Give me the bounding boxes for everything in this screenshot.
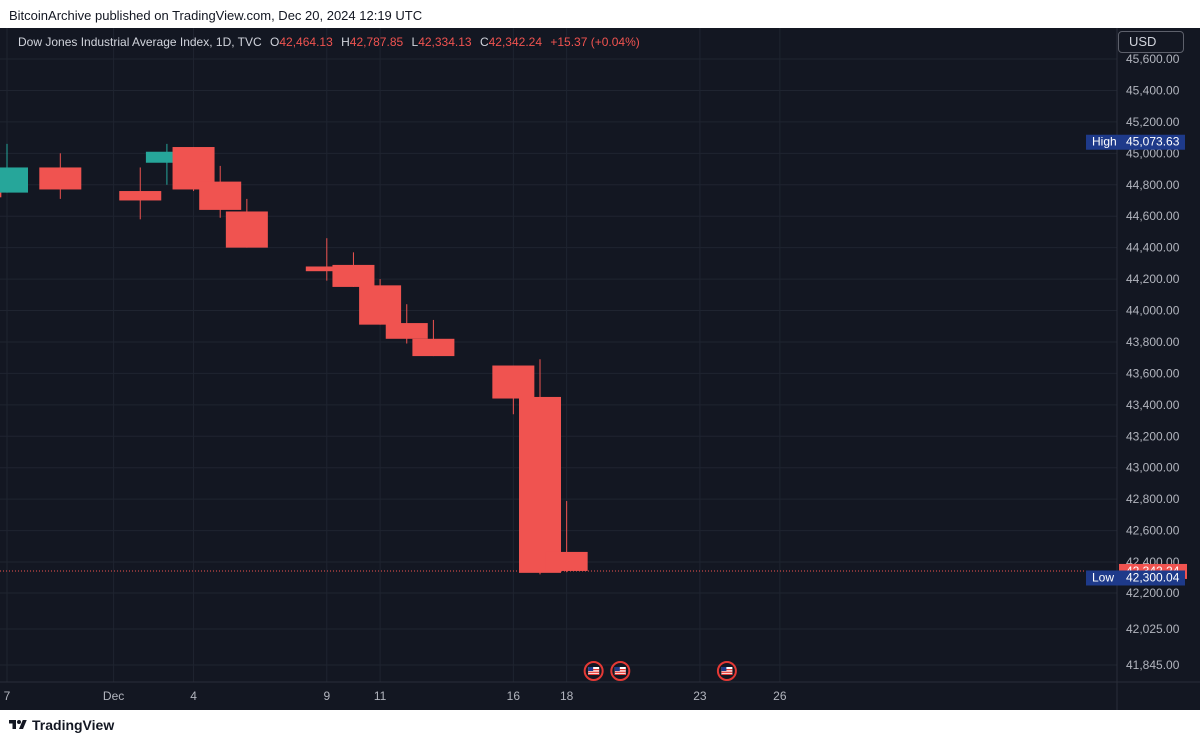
- time-axis[interactable]: 7 Dec 4 9 11 16 18 23 26: [0, 681, 1200, 703]
- x-tick-label: 11: [374, 689, 387, 703]
- price-axis[interactable]: 45,600.00 45,400.00 45,200.00 45,000.00 44,8…: [1086, 28, 1187, 710]
- candle-body: [385, 323, 428, 339]
- y-tick-label: 45,600.00: [1126, 52, 1180, 66]
- low-value: 42,334.13: [418, 35, 472, 49]
- flag-field: [588, 667, 600, 675]
- high-marker-value: 45,073.63: [1126, 135, 1180, 149]
- high-marker-tag: [1086, 134, 1185, 150]
- tradingview-logo-text: TradingView: [32, 717, 115, 733]
- change-value: +15.37 (+0.04%): [550, 35, 640, 49]
- flag-stripe: [614, 673, 626, 675]
- published-line: BitcoinArchive published on TradingView.…: [9, 8, 423, 23]
- us-flag-icon: [610, 661, 631, 681]
- y-tick-label: 43,600.00: [1126, 366, 1180, 380]
- x-tick-label: 18: [560, 689, 574, 703]
- tradingview-logo[interactable]: TradingView: [9, 716, 114, 734]
- x-tick-label: 26: [773, 689, 787, 703]
- flag-stripe: [588, 673, 600, 675]
- y-tick-label: 45,000.00: [1126, 146, 1180, 160]
- x-tick-label: Dec: [103, 689, 124, 703]
- open-key: O: [270, 35, 280, 49]
- candle-body: [492, 365, 535, 399]
- x-tick-label: 16: [507, 689, 521, 703]
- candle-body: [519, 396, 561, 573]
- y-tick-label: 44,200.00: [1126, 272, 1180, 286]
- flag-canton: [588, 667, 594, 671]
- y-tick-label: 43,200.00: [1126, 429, 1180, 443]
- flag-stripe: [614, 671, 626, 673]
- low-marker-value: 42,300.04: [1126, 570, 1180, 584]
- low-marker-text: Low: [1092, 570, 1114, 584]
- candlestick-chart[interactable]: 45,600.00 45,400.00 45,200.00 45,000.00 44,8…: [0, 28, 1200, 710]
- flag-field: [614, 667, 626, 675]
- flag-stripe: [721, 671, 733, 673]
- candle-body: [359, 285, 402, 325]
- low-marker-tag: [1086, 570, 1185, 586]
- candle-body: [119, 191, 162, 201]
- y-tick-label: 42,600.00: [1126, 524, 1180, 538]
- candle-body: [199, 181, 242, 210]
- flag-stripe: [588, 671, 600, 673]
- flag-stripe: [721, 669, 733, 671]
- y-tick-label: 44,400.00: [1126, 241, 1180, 255]
- candle-body: [332, 264, 375, 287]
- symbol-legend: Dow Jones Industrial Average Index, 1D, …: [18, 35, 640, 49]
- high-marker-text: High: [1092, 135, 1117, 149]
- footer: TradingView: [0, 710, 1200, 740]
- candle-body: [412, 338, 455, 357]
- y-tick-label: 45,400.00: [1126, 83, 1180, 97]
- chart-frame[interactable]: 45,600.00 45,400.00 45,200.00 45,000.00 44,8…: [0, 28, 1200, 710]
- flag-canton: [614, 667, 620, 671]
- candle-body: [145, 151, 188, 163]
- x-tick-label: 7: [4, 689, 11, 703]
- x-tick-label: 4: [190, 689, 197, 703]
- y-tick-label: 43,800.00: [1126, 335, 1180, 349]
- flag-stripe: [721, 673, 733, 675]
- candle-body: [305, 266, 348, 272]
- event-markers: [583, 661, 737, 681]
- y-tick-label: 42,800.00: [1126, 492, 1180, 506]
- flag-stripe: [614, 669, 626, 671]
- y-tick-label: 42,200.00: [1126, 586, 1180, 600]
- tradingview-logo-icon: [9, 720, 27, 729]
- y-tick-label: 43,000.00: [1126, 461, 1180, 475]
- close-key: C: [479, 35, 489, 49]
- open-value: 42,464.13: [279, 35, 333, 49]
- y-tick-label: 44,000.00: [1126, 304, 1180, 318]
- candle-body: [0, 167, 28, 193]
- flag-canton: [721, 667, 727, 671]
- y-tick-label: 45,200.00: [1126, 115, 1180, 129]
- y-tick-label: 42,025.00: [1126, 622, 1180, 636]
- currency-button[interactable]: USD: [1118, 31, 1184, 53]
- high-value: 42,787.85: [349, 35, 404, 49]
- y-tick-label: 44,800.00: [1126, 178, 1180, 192]
- us-flag-icon: [583, 661, 604, 681]
- candles: [0, 143, 588, 575]
- symbol-title: Dow Jones Industrial Average Index, 1D, …: [18, 35, 262, 49]
- candle-body: [545, 551, 588, 571]
- candle-body: [39, 167, 82, 190]
- close-value: 42,342.24: [488, 35, 542, 49]
- x-tick-label: 23: [693, 689, 707, 703]
- chart-background: [0, 28, 1200, 710]
- y-tick-label: 41,845.00: [1126, 658, 1180, 672]
- y-tick-label: 44,600.00: [1126, 209, 1180, 223]
- flag-field: [721, 667, 733, 675]
- high-key: H: [341, 35, 350, 49]
- low-key: L: [411, 35, 419, 49]
- flag-stripe: [588, 669, 600, 671]
- candle-body: [225, 211, 268, 248]
- y-tick-label: 43,400.00: [1126, 398, 1180, 412]
- us-flag-icon: [716, 661, 737, 681]
- x-tick-label: 9: [323, 689, 330, 703]
